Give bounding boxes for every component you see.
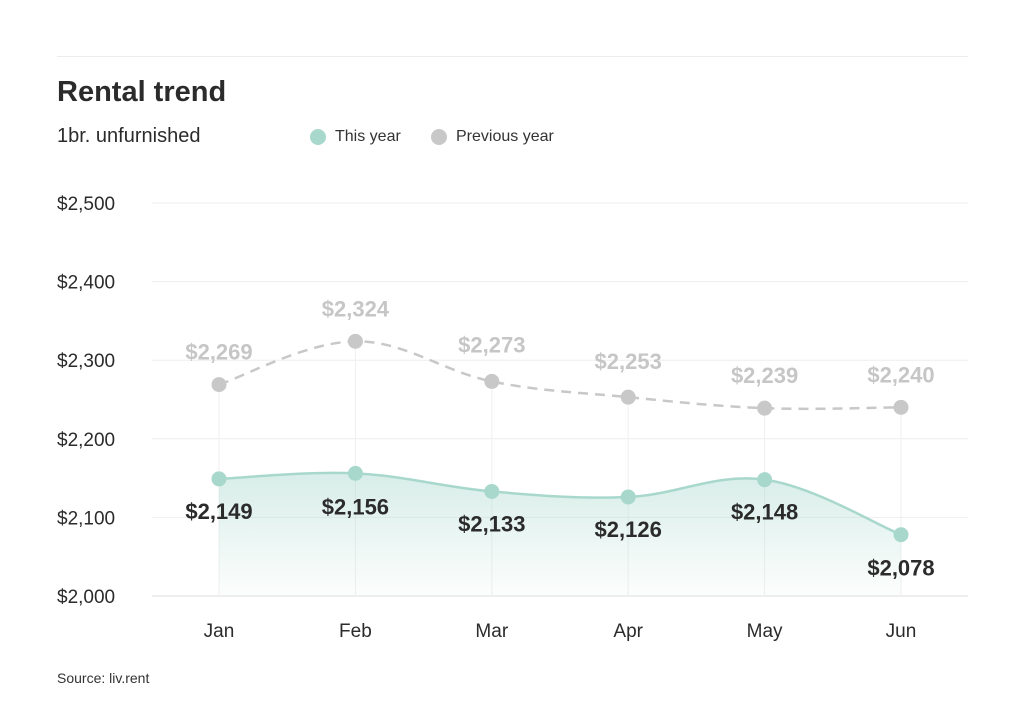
legend-item-this-year: This year [310, 128, 401, 146]
x-tick-label-feb: Feb [339, 621, 372, 642]
this-year-point-feb [347, 465, 363, 481]
previous-year-label-mar: $2,273 [458, 332, 525, 357]
top-divider [57, 56, 968, 57]
legend-label-previous-year: Previous year [456, 128, 554, 145]
legend-dot-previous-year [431, 129, 447, 145]
previous-year-point-may [757, 400, 773, 416]
this-year-label-feb: $2,156 [322, 494, 389, 519]
previous-year-point-jun [893, 399, 909, 415]
this-year-line [218, 471, 902, 536]
legend-item-previous-year: Previous year [431, 128, 554, 146]
this-year-point-jan [211, 471, 227, 487]
this-year-label-may: $2,148 [731, 500, 798, 525]
x-tick-label-jun: Jun [886, 621, 917, 642]
previous-year-point-jan [211, 377, 227, 393]
x-tick-label-jan: Jan [204, 621, 235, 642]
y-tick-label-2300: $2,300 [57, 351, 115, 372]
this-year-label-apr: $2,126 [595, 517, 662, 542]
previous-year-label-jun: $2,240 [867, 362, 934, 387]
previous-year-label-may: $2,239 [731, 363, 798, 388]
this-year-area [219, 472, 901, 596]
previous-year-label-apr: $2,253 [595, 349, 662, 374]
this-year-label-jun: $2,078 [867, 556, 934, 581]
legend-dot-this-year [310, 129, 326, 145]
previous-year-label-feb: $2,324 [322, 296, 390, 321]
x-tick-label-may: May [747, 621, 783, 642]
previous-year-point-apr [620, 389, 636, 405]
source-note: Source: liv.rent [57, 670, 150, 686]
legend-label-this-year: This year [335, 128, 401, 145]
this-year-label-jan: $2,149 [185, 499, 252, 524]
chart-title: Rental trend [57, 76, 227, 108]
chart-subtitle: 1br. unfurnished [57, 125, 201, 147]
this-year-point-jun [893, 527, 909, 543]
y-tick-label-2500: $2,500 [57, 194, 115, 215]
this-year-point-mar [484, 483, 500, 499]
previous-year-point-mar [484, 373, 500, 389]
y-tick-label-2200: $2,200 [57, 430, 115, 451]
previous-year-point-feb [347, 333, 363, 349]
y-tick-label-2000: $2,000 [57, 587, 115, 608]
x-tick-label-apr: Apr [613, 621, 643, 642]
x-tick-label-mar: Mar [475, 621, 508, 642]
this-year-point-apr [620, 489, 636, 505]
previous-year-line [218, 340, 902, 411]
previous-year-label-jan: $2,269 [185, 340, 252, 365]
this-year-point-may [757, 472, 773, 488]
y-tick-label-2400: $2,400 [57, 273, 115, 294]
y-tick-label-2100: $2,100 [57, 508, 115, 529]
this-year-label-mar: $2,133 [458, 511, 525, 536]
